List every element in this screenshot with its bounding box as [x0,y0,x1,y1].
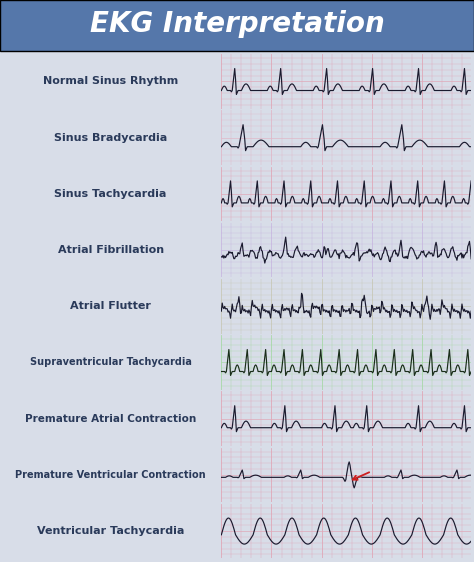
Text: Supraventricular Tachycardia: Supraventricular Tachycardia [30,357,191,368]
Text: Normal Sinus Rhythm: Normal Sinus Rhythm [43,76,178,87]
FancyBboxPatch shape [0,0,474,51]
Text: Atrial Flutter: Atrial Flutter [70,301,151,311]
Text: Sinus Tachycardia: Sinus Tachycardia [55,189,167,199]
Text: Premature Ventricular Contraction: Premature Ventricular Contraction [15,470,206,480]
Text: EKG Interpretation: EKG Interpretation [90,10,384,38]
Text: Ventricular Tachycardia: Ventricular Tachycardia [37,526,184,536]
Text: Atrial Fibrillation: Atrial Fibrillation [58,245,164,255]
Text: Sinus Bradycardia: Sinus Bradycardia [54,133,167,143]
Text: Premature Atrial Contraction: Premature Atrial Contraction [25,414,196,424]
